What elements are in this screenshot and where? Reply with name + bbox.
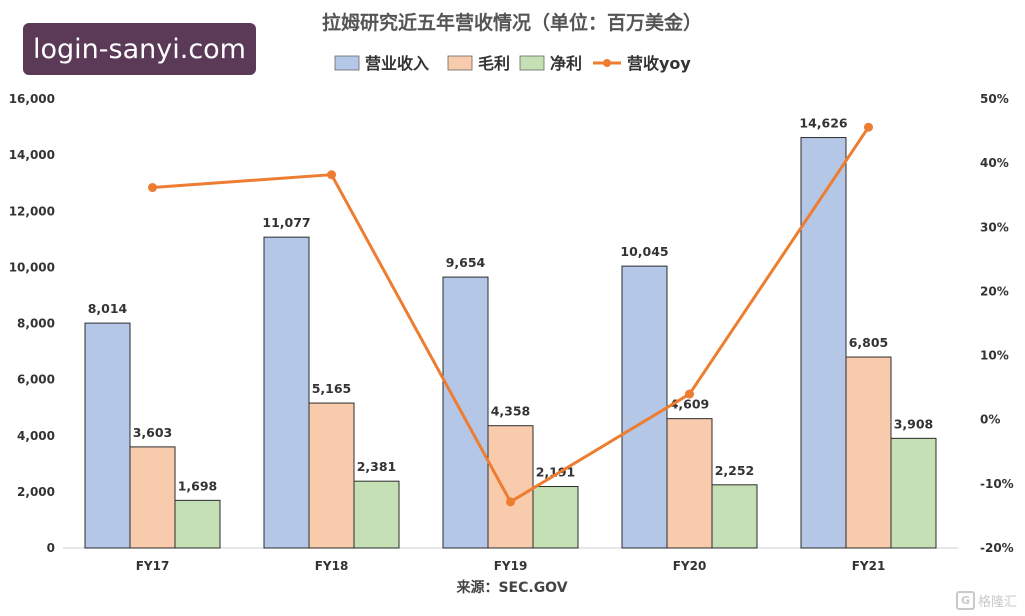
y-right-tick-label: -20% — [980, 541, 1014, 555]
site-badge: login-sanyi.com — [23, 23, 256, 75]
x-tick-label: FY18 — [315, 559, 349, 573]
y-right-tick-label: 20% — [980, 284, 1009, 298]
bar-营业收入-FY21 — [800, 137, 847, 549]
bar-营业收入-FY19 — [442, 276, 489, 549]
y-right-tick-label: 40% — [980, 156, 1009, 170]
legend-swatch-2 — [519, 55, 545, 71]
bar-净利-FY17 — [174, 499, 221, 549]
bar-毛利-FY20 — [666, 418, 713, 549]
x-tick-label: FY21 — [852, 559, 886, 573]
legend-marker-3 — [603, 59, 611, 67]
bar-data-label: 14,626 — [799, 116, 848, 131]
bar-data-label: 2,252 — [715, 463, 755, 478]
x-tick-label: FY20 — [673, 559, 707, 573]
y-right-tick-label: 50% — [980, 92, 1009, 106]
bar-data-label: 9,654 — [446, 255, 486, 270]
line-point-FY21 — [864, 122, 873, 132]
bar-净利-FY21 — [890, 437, 937, 549]
y-right-tick-label: 0% — [980, 413, 1000, 427]
bar-data-label: 5,165 — [312, 381, 352, 396]
y-left-tick-label: 12,000 — [9, 204, 55, 218]
bar-净利-FY19 — [532, 486, 579, 549]
y-right-tick-label: 30% — [980, 220, 1009, 234]
y-left-tick-label: 6,000 — [17, 373, 55, 387]
bar-data-label: 1,698 — [178, 478, 218, 493]
line-point-FY18 — [327, 170, 336, 180]
y-left-tick-label: 8,000 — [17, 317, 55, 331]
y-right-tick-label: 10% — [980, 349, 1009, 363]
legend-swatch-0 — [334, 55, 360, 71]
y-right-tick-label: -10% — [980, 477, 1014, 491]
watermark-logo-icon: G — [955, 591, 975, 610]
site-badge-text: login-sanyi.com — [33, 33, 246, 65]
chart-source: 来源：SEC.GOV — [455, 579, 567, 596]
bar-净利-FY20 — [711, 484, 758, 549]
bar-营业收入-FY20 — [621, 265, 668, 549]
bar-data-label: 6,805 — [849, 335, 889, 350]
y-left-tick-label: 0 — [47, 541, 55, 555]
bar-营业收入-FY17 — [84, 322, 131, 549]
legend-swatch-1 — [447, 55, 473, 71]
y-left-tick-label: 16,000 — [9, 92, 55, 106]
legend-label-1: 毛利 — [478, 54, 510, 73]
bar-data-label: 10,045 — [620, 244, 668, 259]
bar-data-label: 3,603 — [133, 425, 173, 440]
line-point-FY19 — [506, 497, 515, 507]
y-left-tick-label: 4,000 — [17, 429, 55, 443]
bar-data-label: 3,908 — [894, 416, 934, 431]
watermark: G 格隆汇 — [955, 591, 1017, 610]
bar-毛利-FY21 — [845, 356, 892, 549]
bar-data-label: 4,358 — [491, 404, 531, 419]
y-left-tick-label: 14,000 — [9, 148, 55, 162]
y-left-tick-label: 2,000 — [17, 485, 55, 499]
bar-data-label: 2,381 — [357, 459, 397, 474]
line-point-FY20 — [685, 389, 694, 399]
watermark-text: 格隆汇 — [977, 595, 1017, 610]
bar-毛利-FY19 — [487, 425, 534, 549]
bar-营业收入-FY18 — [263, 236, 310, 549]
bar-毛利-FY17 — [129, 446, 176, 549]
legend-label-3: 营收yoy — [627, 54, 691, 73]
legend-label-2: 净利 — [550, 54, 582, 73]
bar-data-label: 4,609 — [670, 397, 710, 412]
bar-data-label: 8,014 — [88, 301, 128, 316]
chart-title: 拉姆研究近五年营收情况（单位：百万美金） — [322, 11, 702, 34]
x-tick-label: FY17 — [136, 559, 170, 573]
line-point-FY17 — [148, 183, 157, 193]
y-left-tick-label: 10,000 — [9, 260, 55, 274]
legend-label-0: 营业收入 — [365, 54, 429, 73]
x-tick-label: FY19 — [494, 559, 528, 573]
bar-净利-FY18 — [353, 480, 400, 549]
bar-data-label: 11,077 — [262, 215, 310, 230]
bar-毛利-FY18 — [308, 402, 355, 549]
